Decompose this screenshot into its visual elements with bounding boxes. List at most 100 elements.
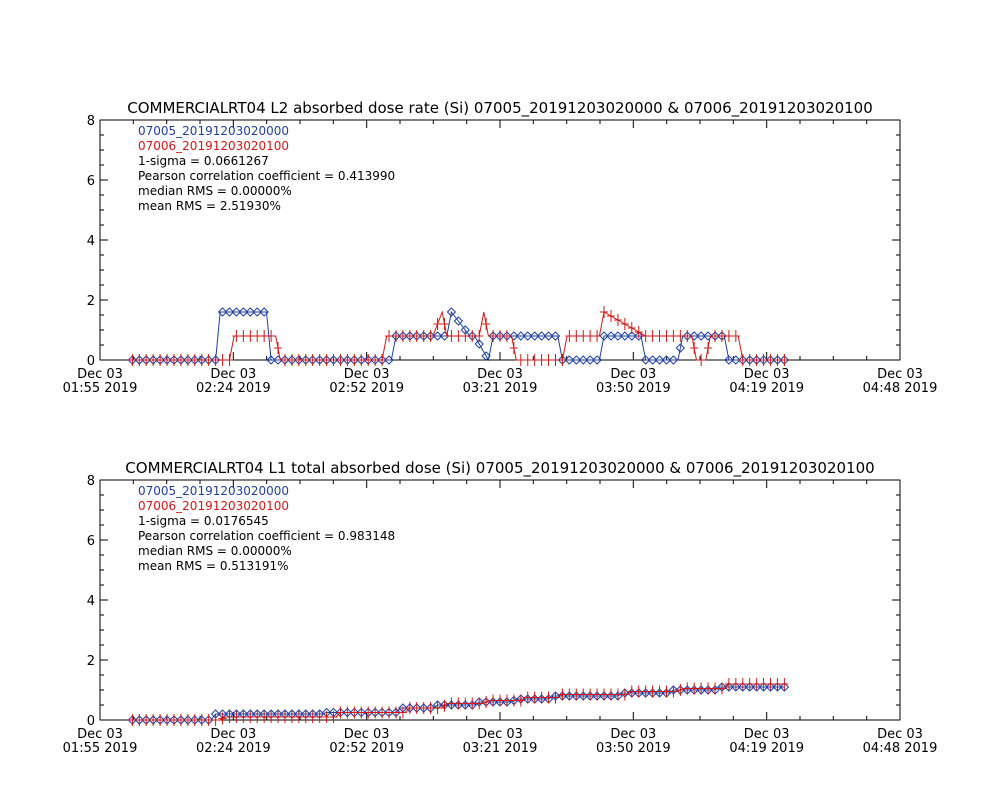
data-point (600, 306, 609, 318)
data-point (294, 711, 303, 723)
data-point (156, 714, 165, 726)
x-tick-label-date: Dec 03 (744, 727, 790, 742)
data-point (322, 711, 331, 723)
data-point (266, 355, 276, 365)
data-point (280, 711, 289, 723)
data-point (745, 354, 754, 366)
data-point (745, 678, 754, 690)
data-point (398, 706, 407, 719)
data-point (572, 330, 581, 342)
data-point (489, 330, 498, 342)
data-point (537, 691, 546, 704)
data-point (655, 330, 664, 342)
chart-panel-2: COMMERCIALRT04 L1 total absorbed dose (S… (63, 459, 938, 756)
data-point (586, 330, 595, 342)
data-point (648, 685, 657, 698)
data-point (461, 697, 470, 710)
data-point (579, 688, 588, 701)
data-point (378, 706, 387, 719)
data-point (273, 355, 283, 365)
data-point (329, 711, 338, 723)
data-point (225, 711, 234, 723)
data-point (280, 354, 289, 366)
data-point (765, 682, 776, 692)
chart-title: COMMERCIALRT04 L1 total absorbed dose (S… (125, 459, 874, 478)
data-point (432, 331, 443, 341)
data-point (322, 354, 331, 366)
legend-entry-series-2: 07006_20191203020100 (138, 139, 289, 153)
data-point (558, 354, 567, 366)
data-point (745, 682, 755, 692)
data-point (697, 354, 706, 366)
data-point (239, 330, 248, 342)
data-point (260, 330, 269, 342)
x-tick-label-date: Dec 03 (610, 367, 656, 382)
y-tick-label: 2 (87, 654, 95, 669)
data-point (683, 330, 692, 342)
data-point (550, 331, 561, 341)
y-tick-label: 6 (87, 534, 95, 549)
data-point (641, 685, 650, 698)
y-tick-label: 2 (87, 294, 95, 309)
data-point (343, 706, 352, 719)
data-point (454, 697, 463, 710)
data-point (238, 307, 249, 317)
data-point (232, 330, 241, 342)
stat-line: mean RMS = 2.51930% (138, 199, 281, 213)
data-point (668, 355, 679, 365)
x-tick-label-time: 04:19 2019 (729, 741, 804, 756)
data-point (440, 318, 449, 330)
x-tick-label-time: 02:24 2019 (196, 741, 271, 756)
y-tick-label: 8 (87, 474, 95, 489)
data-point (176, 354, 185, 366)
x-tick-label-date: Dec 03 (877, 367, 923, 382)
data-point (731, 682, 741, 692)
data-point (287, 711, 296, 723)
x-tick-label-date: Dec 03 (477, 727, 523, 742)
data-point (572, 688, 581, 701)
data-point (371, 706, 380, 719)
data-point (738, 678, 747, 690)
data-point (752, 678, 761, 690)
data-point (149, 714, 158, 726)
data-point (239, 711, 248, 723)
data-point (454, 330, 463, 342)
x-tick-label-date: Dec 03 (210, 727, 256, 742)
data-point (565, 330, 574, 342)
data-point (676, 684, 685, 696)
data-point (523, 354, 532, 366)
series-line (132, 310, 785, 362)
stat-line: median RMS = 0.00000% (138, 544, 292, 558)
x-tick-label-time: 02:24 2019 (196, 381, 271, 396)
data-point (294, 354, 303, 366)
data-point (419, 330, 428, 342)
y-tick-label: 4 (87, 594, 95, 609)
chart-title: COMMERCIALRT04 L2 absorbed dose rate (Si… (127, 99, 873, 118)
data-point (336, 354, 345, 366)
data-point (711, 682, 720, 695)
data-point (371, 354, 380, 366)
data-point (474, 339, 484, 349)
data-point (204, 714, 213, 726)
data-point (662, 330, 671, 342)
data-point (530, 691, 539, 704)
data-point (675, 343, 686, 353)
data-point (731, 355, 741, 365)
data-point (176, 714, 185, 726)
data-point (578, 355, 588, 365)
data-point (447, 330, 456, 342)
data-point (655, 685, 664, 698)
data-point (142, 354, 151, 366)
data-point (738, 354, 747, 366)
data-point (350, 354, 359, 366)
data-point (551, 691, 560, 704)
data-point (301, 354, 310, 366)
data-point (267, 330, 276, 342)
x-tick-label-date: Dec 03 (610, 727, 656, 742)
data-point (350, 706, 359, 719)
data-point (586, 688, 595, 701)
data-point (405, 330, 414, 342)
data-point (315, 711, 324, 723)
data-point (613, 688, 622, 701)
data-point (758, 682, 769, 692)
